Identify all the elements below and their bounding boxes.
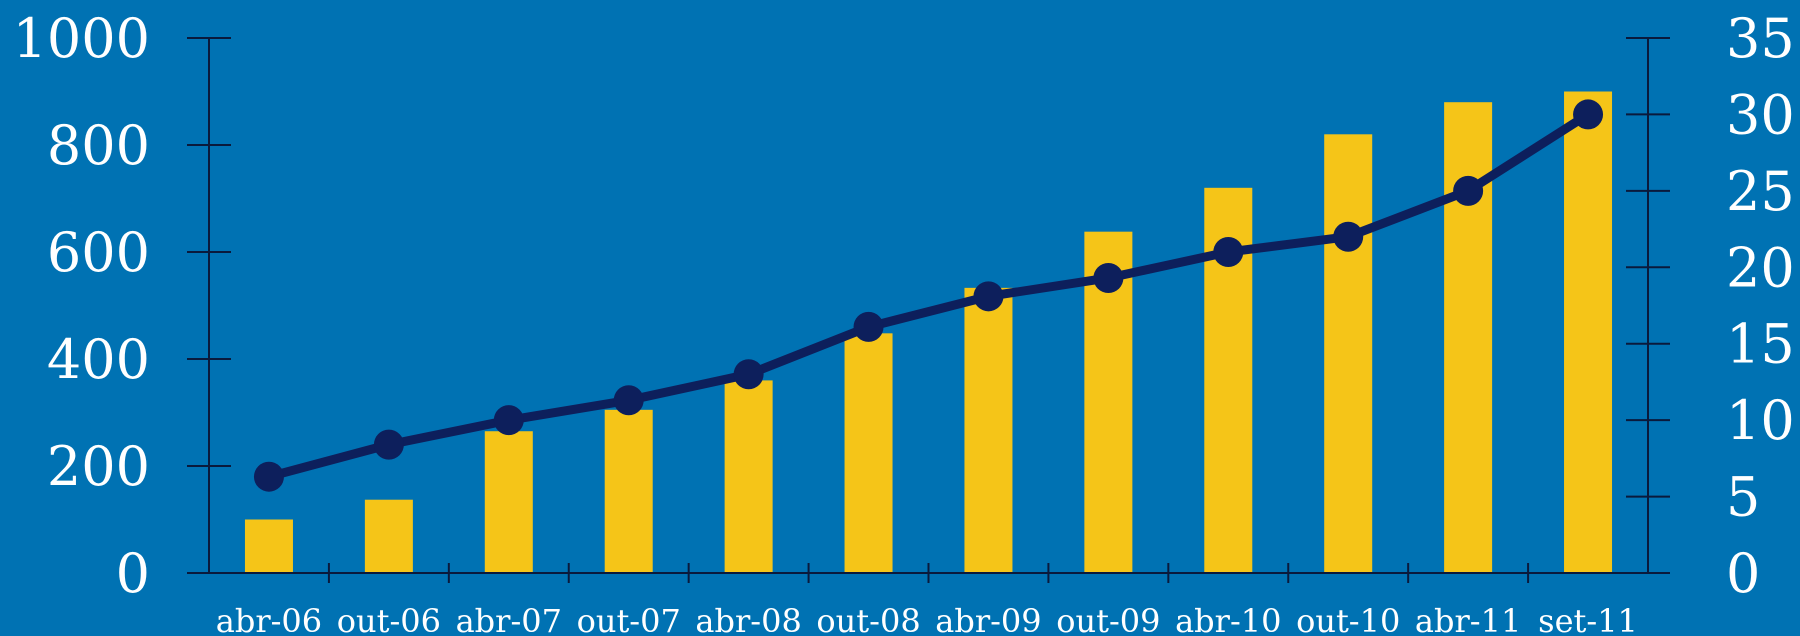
bar: [964, 287, 1013, 573]
bar: [244, 519, 293, 573]
line-point: [1573, 99, 1604, 130]
right-tick-label: 35: [1726, 7, 1795, 70]
line-point: [973, 281, 1004, 312]
bar: [484, 431, 533, 573]
right-tick-label: 25: [1726, 160, 1795, 223]
x-tick-label: out-06: [337, 602, 441, 636]
x-tick-label: out-07: [577, 602, 681, 636]
bar: [364, 499, 413, 573]
bar: [1444, 102, 1493, 573]
right-tick-label: 15: [1726, 313, 1795, 376]
bar: [844, 333, 893, 573]
x-tick-label: abr-09: [935, 602, 1041, 636]
left-tick-label: 200: [47, 435, 150, 498]
line-point: [1213, 237, 1244, 267]
tick-labels: 0 200 400 600 800 1000 0 5 10 15 20 25 30 35 abr-06 out…: [13, 7, 1795, 636]
line-series: [253, 99, 1604, 492]
left-tick-label: 400: [47, 328, 150, 391]
bar: [1324, 134, 1373, 574]
right-tick-label: 5: [1726, 466, 1760, 529]
line-point: [733, 359, 764, 390]
x-tick-label: abr-07: [456, 602, 562, 636]
line-point: [253, 461, 284, 492]
left-tick-label: 800: [47, 114, 150, 177]
left-tick-label: 0: [116, 542, 150, 605]
axes: [187, 37, 1670, 583]
x-tick-label: set-11: [1538, 602, 1638, 636]
x-tick-label: out-09: [1056, 602, 1160, 636]
left-tick-label: 1000: [13, 7, 150, 70]
line-path: [267, 110, 1591, 482]
line-point: [853, 311, 884, 342]
x-tick-label: out-10: [1296, 602, 1400, 636]
line-point: [1453, 175, 1484, 206]
x-tick-label: abr-06: [216, 602, 322, 636]
x-tick-label: out-08: [816, 602, 920, 636]
bar: [724, 380, 773, 573]
line-point: [493, 405, 524, 436]
bar: [1564, 91, 1613, 573]
bar-series: [244, 91, 1613, 574]
x-tick-label: abr-10: [1175, 602, 1281, 636]
line-point: [1093, 262, 1124, 293]
bar: [604, 409, 653, 573]
right-tick-label: 20: [1726, 236, 1795, 299]
x-tick-label: abr-08: [695, 602, 801, 636]
right-tick-label: 0: [1726, 542, 1760, 605]
right-tick-label: 10: [1726, 389, 1795, 452]
left-tick-label: 600: [47, 221, 150, 284]
x-tick-label: abr-11: [1415, 602, 1521, 636]
line-point: [1333, 221, 1364, 252]
line-point: [613, 385, 644, 416]
right-tick-label: 30: [1726, 83, 1795, 146]
line-point: [373, 429, 404, 460]
